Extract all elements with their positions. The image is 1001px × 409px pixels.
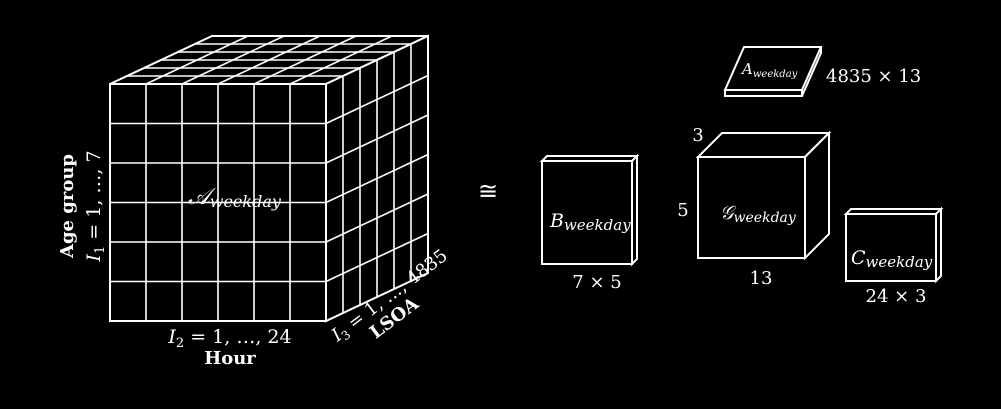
- factor-b-dims: 7 × 5: [572, 272, 621, 293]
- age-group-axis-title: Age group: [57, 154, 78, 259]
- age-group-axis: Age group I1 = 1, …, 7: [57, 150, 108, 262]
- core-tensor-cube: [695, 130, 832, 261]
- core-width-label: 13: [750, 268, 773, 289]
- age-group-index-label: I1 = 1, …, 7: [83, 150, 108, 262]
- factor-a-dims: 4835 × 13: [826, 66, 921, 87]
- tensor-cube-grid: [110, 35, 429, 321]
- tensor-label: 𝒜weekday: [188, 184, 282, 211]
- hour-index-label: I2 = 1, …, 24: [167, 326, 291, 351]
- tensor-cube: [109, 34, 429, 323]
- factor-c-block: [843, 206, 944, 284]
- congruence-symbol: ≅: [478, 177, 498, 205]
- factor-a-label: Aweekday: [740, 60, 798, 80]
- hour-axis-title: Hour: [204, 348, 256, 369]
- core-height-label: 5: [677, 200, 688, 221]
- factor-c-dims: 24 × 3: [866, 286, 927, 307]
- core-tensor-label: 𝒢weekday: [720, 202, 797, 226]
- factor-c-label: Cweekday: [851, 247, 933, 271]
- factor-b-block: [539, 153, 640, 267]
- core-depth-label: 3: [692, 125, 703, 146]
- factor-b-label: Bweekday: [549, 210, 631, 234]
- factor-a-plate: [723, 46, 823, 97]
